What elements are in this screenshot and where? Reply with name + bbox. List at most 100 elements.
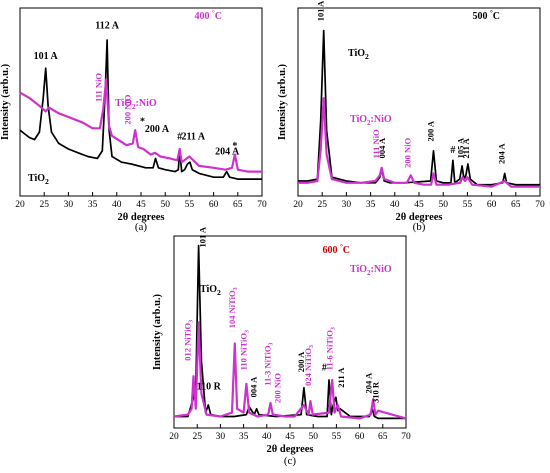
x-tick-label: 45 [414, 200, 424, 210]
peak-label-main: 110 NiTiO [238, 333, 248, 371]
peak-label: 101 A [34, 51, 59, 62]
legend-tio2-sub: 2 [217, 288, 221, 297]
peak-label: 200 A [425, 120, 435, 141]
chart-panel-3: 20 25 30 35 40 45 50 55 60 65 70 2θ degrees Intensit… [152, 226, 411, 467]
peak-label-sub: 3 [189, 320, 195, 323]
peak-label: 211 A [461, 138, 471, 159]
peak-label: 004 A [377, 137, 387, 158]
peak-label-main: 104 NiTiO [227, 290, 237, 328]
x-tick-label: 50 [308, 432, 318, 442]
legend-tio2-nio-sub: 2 [132, 103, 136, 111]
peak-label: # [450, 145, 455, 156]
peak-label: 204 A [364, 372, 374, 393]
peak-label-sub: 3 [331, 327, 337, 330]
peak-label: 104 NiTiO3 [227, 287, 239, 328]
legend-tio2: TiO2 [28, 173, 49, 186]
y-axis-label: Intensity (arb.u.) [0, 63, 11, 140]
peak-label: 11-3 NiTiO3 [262, 343, 274, 386]
x-axis-label: 2θ degrees [118, 212, 165, 223]
peak-label: 200 NiO [273, 373, 283, 403]
x-tick-label: 25 [192, 432, 202, 442]
peak-label: 200 A [145, 124, 170, 135]
temperature-degree: ° [340, 243, 343, 251]
x-tick-label: 40 [390, 200, 400, 210]
x-tick-label: 30 [342, 200, 352, 210]
temperature-value: 600 [322, 245, 340, 256]
x-tick-label: 50 [160, 200, 170, 210]
peak-label: # [177, 132, 182, 143]
x-tick-label: 45 [136, 200, 146, 210]
legend-tio2-main: TiO [200, 284, 217, 295]
x-tick-label: 35 [366, 200, 376, 210]
legend-tio2-sub: 2 [45, 177, 49, 186]
peak-label-main: 11-3 NiTiO [262, 345, 272, 386]
x-tick-label: 40 [112, 200, 122, 210]
peak-label: 310 R [371, 381, 381, 403]
x-tick-label: 70 [535, 200, 545, 210]
legend-tio2-nio: TiO2:NiO [350, 264, 392, 277]
x-tick-label: 65 [511, 200, 521, 210]
x-tick-label: 55 [185, 200, 195, 210]
legend-tio2: TiO2 [200, 284, 221, 297]
legend-tio2-nio: TiO2:NiO [115, 98, 157, 111]
peak-label: 112 A [95, 21, 119, 32]
x-tick-label: 65 [378, 432, 388, 442]
x-axis-label: 2θ degrees [396, 212, 443, 223]
peak-label: 111 NiO [93, 73, 103, 102]
legend-tio2-nio-main: TiO [350, 114, 367, 125]
temperature-label: 400 °C [194, 9, 222, 22]
peak-label: 211 A [181, 132, 205, 143]
x-tick-label: 60 [487, 200, 497, 210]
peak-label: 200 NiO [122, 94, 132, 124]
temperature-value: 400 [194, 11, 212, 22]
chart-panel-1: 20 25 30 35 40 45 50 55 60 65 70 2θ degrees Intensit… [0, 7, 267, 233]
legend-tio2-nio-main: TiO [115, 98, 132, 109]
peak-label-sub: 3 [233, 287, 239, 290]
peak-label: 200 A [296, 351, 306, 372]
peak-label-main: 012 NiTiO [183, 323, 193, 361]
peak-label: 101 A [316, 0, 326, 21]
peak-label: 110 NiTiO3 [238, 330, 250, 370]
plot-frame [297, 7, 541, 197]
x-tick-label: 60 [209, 200, 219, 210]
x-tick-label: 20 [169, 432, 179, 442]
x-tick-label: 55 [463, 200, 473, 210]
peak-label: 111 NiO [371, 129, 381, 158]
temperature-label: 600 °C [322, 243, 350, 256]
peak-label-main: 024 NiTiO [303, 348, 313, 386]
peak-label-sub: 3 [309, 345, 315, 348]
legend-tio2-nio-tail: :NiO [371, 114, 392, 125]
x-tick-label: 25 [39, 200, 49, 210]
x-tick-label: 30 [64, 200, 74, 210]
peak-label: 101 A [198, 226, 208, 247]
peak-label: 110 R [197, 382, 222, 393]
temperature-value: 500 [472, 11, 490, 22]
x-tick-label: 55 [332, 432, 342, 442]
x-tick-label: 25 [317, 200, 327, 210]
peak-label: 11-6 NiTiO3 [325, 327, 337, 370]
temperature-unit: C [343, 245, 350, 256]
panel-label: (b) [413, 221, 426, 233]
chart-panel-2: 20 25 30 35 40 45 50 55 60 65 70 2θ degrees Intensit… [277, 0, 545, 233]
y-axis-label: Intensity (arb.u.) [152, 293, 163, 370]
peak-label: 211 A [336, 367, 346, 388]
series-line-tio2-nio [19, 78, 262, 173]
legend-tio2-nio-sub: 2 [367, 269, 371, 277]
temperature-unit: C [215, 11, 222, 22]
temperature-unit: C [493, 11, 500, 22]
peak-label: 200 NiO [402, 137, 412, 167]
x-tick-label: 20 [15, 200, 25, 210]
peak-label: 105 A [456, 137, 466, 158]
x-tick-label: 20 [293, 200, 303, 210]
x-tick-label: 35 [88, 200, 98, 210]
legend-tio2-nio-sub: 2 [367, 119, 371, 127]
x-tick-label: 40 [262, 432, 272, 442]
x-tick-label: 70 [401, 432, 411, 442]
x-tick-label: 65 [233, 200, 243, 210]
peak-label: 204 A [497, 143, 507, 164]
x-tick-label: 30 [216, 432, 226, 442]
legend-tio2-main: TiO [28, 173, 45, 184]
legend-tio2: TiO2 [348, 48, 369, 61]
peak-label-sub: 3 [244, 330, 250, 333]
